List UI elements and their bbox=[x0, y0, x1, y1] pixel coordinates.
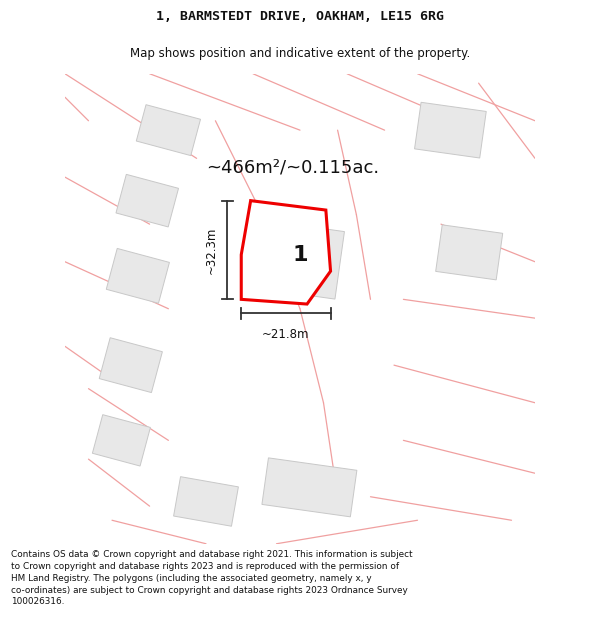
Polygon shape bbox=[241, 201, 331, 304]
Polygon shape bbox=[262, 458, 357, 517]
Polygon shape bbox=[173, 477, 238, 526]
Polygon shape bbox=[436, 225, 503, 280]
Polygon shape bbox=[106, 248, 169, 303]
Text: Contains OS data © Crown copyright and database right 2021. This information is : Contains OS data © Crown copyright and d… bbox=[11, 550, 412, 606]
Polygon shape bbox=[99, 338, 163, 392]
Polygon shape bbox=[92, 414, 151, 466]
Text: ~21.8m: ~21.8m bbox=[262, 328, 310, 341]
Polygon shape bbox=[116, 174, 179, 227]
Text: 1, BARMSTEDT DRIVE, OAKHAM, LE15 6RG: 1, BARMSTEDT DRIVE, OAKHAM, LE15 6RG bbox=[156, 10, 444, 22]
Text: ~466m²/~0.115ac.: ~466m²/~0.115ac. bbox=[206, 159, 379, 177]
Polygon shape bbox=[415, 102, 486, 158]
Text: 1: 1 bbox=[292, 245, 308, 265]
Polygon shape bbox=[136, 105, 200, 156]
Text: ~32.3m: ~32.3m bbox=[205, 226, 218, 274]
Polygon shape bbox=[284, 224, 344, 299]
Text: Map shows position and indicative extent of the property.: Map shows position and indicative extent… bbox=[130, 47, 470, 59]
